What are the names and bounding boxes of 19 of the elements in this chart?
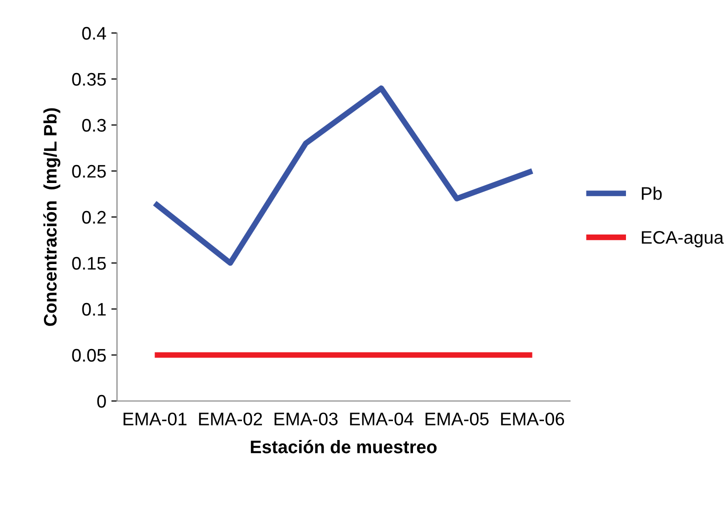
x-tick-label: EMA-05 <box>426 412 489 426</box>
y-tick-label: 0.4 <box>82 26 106 40</box>
y-tick-label: 0.1 <box>82 302 106 316</box>
x-tick-label: EMA-04 <box>350 412 414 426</box>
y-tick-label: 0.3 <box>82 118 106 132</box>
y-tick-label: 0.05 <box>72 348 106 362</box>
y-tick-label: 0.2 <box>82 210 106 224</box>
y-tick-label: 0 <box>97 394 106 408</box>
y-axis-title: Concentración (mg/L Pb) <box>43 108 60 326</box>
y-tick-label: 0.15 <box>72 256 106 270</box>
legend-label: ECA-agua <box>642 231 724 248</box>
x-tick-label: EMA-02 <box>199 412 262 426</box>
x-tick-label: EMA-06 <box>501 412 564 426</box>
x-tick-label: EMA-01 <box>124 412 186 426</box>
legend-label: Pb <box>642 186 662 200</box>
y-tick-label: 0.35 <box>72 72 106 86</box>
x-axis-title: Estación de muestreo <box>250 440 437 454</box>
y-tick-label: 0.25 <box>72 164 106 178</box>
x-tick-label: EMA-03 <box>274 412 338 426</box>
